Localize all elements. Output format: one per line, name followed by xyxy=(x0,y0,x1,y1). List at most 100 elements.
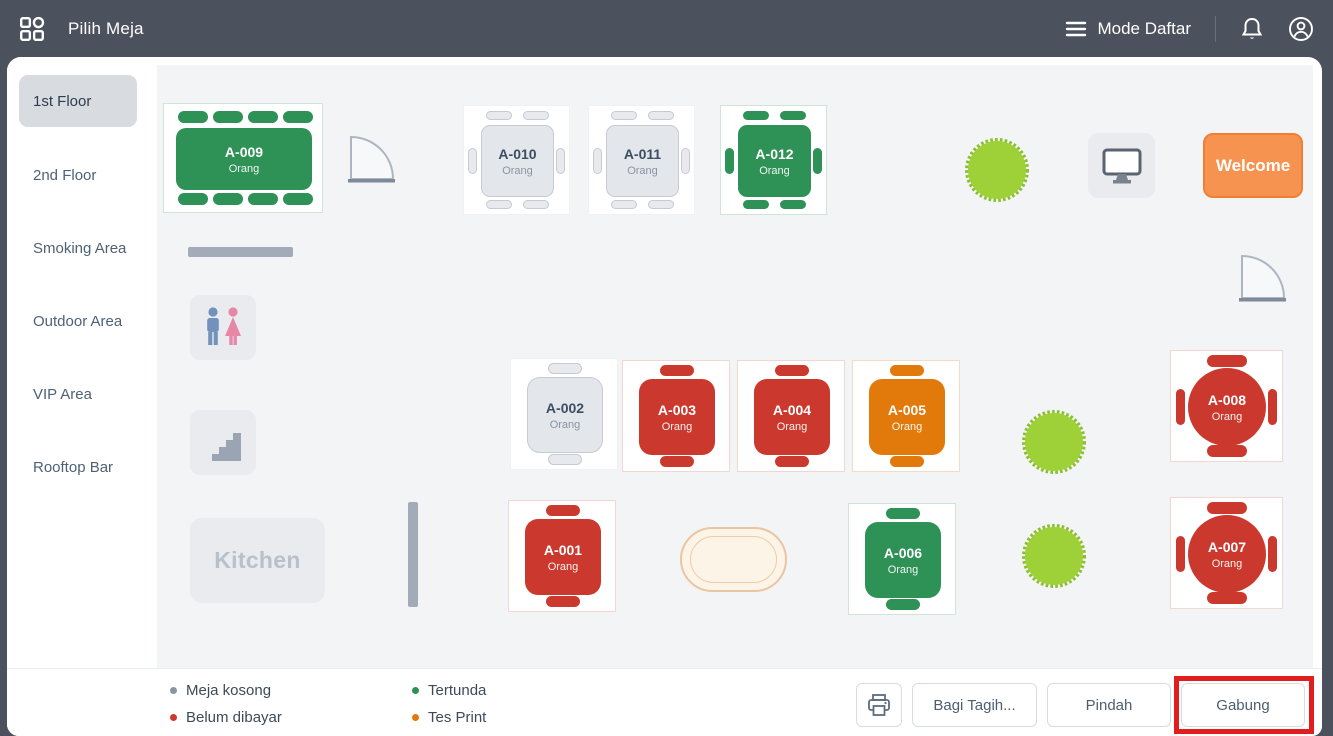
kitchen-label: Kitchen xyxy=(214,547,301,573)
legend-dot-green xyxy=(412,686,419,694)
sidebar-item-vip-area[interactable]: VIP Area xyxy=(33,385,92,403)
table-A-009[interactable]: A-009 Orang xyxy=(163,103,323,213)
sidebar-item-2nd-floor[interactable]: 2nd Floor xyxy=(33,166,97,184)
chair xyxy=(886,599,920,610)
table-sub: Orang xyxy=(891,420,923,433)
legend-item-unpaid: Belum dibayar xyxy=(170,707,282,727)
table-sub: Orang xyxy=(776,420,808,433)
chair xyxy=(611,200,637,209)
print-button[interactable] xyxy=(856,683,902,727)
chair xyxy=(890,365,924,376)
table-id: A-006 xyxy=(883,544,923,561)
chair xyxy=(283,193,313,205)
table-top: A-008 Orang xyxy=(1188,368,1266,446)
chair xyxy=(775,456,809,467)
door-icon xyxy=(1236,252,1288,310)
table-top: A-012 Orang xyxy=(738,125,811,197)
stairs-sign xyxy=(190,410,256,475)
apps-grid-icon[interactable] xyxy=(18,15,46,43)
list-mode-icon xyxy=(1066,21,1087,36)
restroom-sign xyxy=(190,295,256,360)
plant-icon xyxy=(1022,410,1086,479)
legend-label: Meja kosong xyxy=(186,681,272,699)
chair xyxy=(486,200,512,209)
table-sub: Orang xyxy=(627,164,658,177)
table-A-002[interactable]: A-002 Orang xyxy=(510,358,618,470)
chair xyxy=(556,148,565,174)
chair xyxy=(743,200,769,209)
oval-table-decor xyxy=(680,527,787,592)
chair xyxy=(1268,389,1277,425)
table-id: A-005 xyxy=(887,401,927,418)
table-A-004[interactable]: A-004 Orang xyxy=(737,360,845,472)
notifications-bell-icon[interactable] xyxy=(1240,16,1264,42)
legend-label: Belum dibayar xyxy=(186,708,282,726)
plant-icon xyxy=(965,138,1029,207)
table-A-008[interactable]: A-008 Orang xyxy=(1170,350,1283,462)
table-sub: Orang xyxy=(547,560,579,573)
welcome-sign: Welcome xyxy=(1203,133,1303,198)
monitor-icon xyxy=(1102,148,1141,183)
legend-dot-gray xyxy=(170,686,177,694)
chair xyxy=(178,193,208,205)
table-sub: Orang xyxy=(661,420,693,433)
monitor-station xyxy=(1088,133,1155,198)
chair xyxy=(1207,502,1247,514)
table-A-012[interactable]: A-012 Orang xyxy=(720,105,827,215)
merge-table-button[interactable]: Gabung xyxy=(1181,683,1305,727)
wall-segment xyxy=(188,247,293,257)
table-A-011[interactable]: A-011 Orang xyxy=(588,105,695,215)
sidebar-item-1st-floor[interactable]: 1st Floor xyxy=(19,75,137,127)
table-A-005[interactable]: A-005 Orang xyxy=(852,360,960,472)
table-A-006[interactable]: A-006 Orang xyxy=(848,503,956,615)
split-bill-button[interactable]: Bagi Tagih... xyxy=(912,683,1037,727)
sidebar-item-rooftop-bar[interactable]: Rooftop Bar xyxy=(33,458,114,476)
chair xyxy=(1268,536,1277,572)
table-sub: Orang xyxy=(549,418,581,431)
top-bar: Pilih Meja Mode Daftar xyxy=(0,0,1333,57)
table-A-007[interactable]: A-007 Orang xyxy=(1170,497,1283,609)
chair xyxy=(611,111,637,120)
legend-item-test-print: Tes Print xyxy=(412,707,486,727)
chair xyxy=(1207,355,1247,367)
table-id: A-007 xyxy=(1207,538,1247,555)
table-sub: Orang xyxy=(1211,557,1243,570)
table-sub: Orang xyxy=(759,164,790,177)
chair xyxy=(468,148,477,174)
table-A-003[interactable]: A-003 Orang xyxy=(622,360,730,472)
chair xyxy=(743,111,769,120)
legend-dot-orange xyxy=(412,713,419,721)
mode-daftar-button[interactable]: Mode Daftar xyxy=(1065,19,1191,39)
chair xyxy=(178,111,208,123)
chair xyxy=(1207,445,1247,457)
table-A-010[interactable]: A-010 Orang xyxy=(463,105,570,215)
content-panel: 1st Floor 2nd Floor Smoking Area Outdoor… xyxy=(7,57,1322,736)
table-id: A-003 xyxy=(657,401,697,418)
sidebar-item-smoking-area[interactable]: Smoking Area xyxy=(33,239,127,257)
legend-label: Tes Print xyxy=(428,708,487,726)
bottom-action-bar: Meja kosong Belum dibayar Tertunda Tes P… xyxy=(7,668,1322,736)
user-account-icon[interactable] xyxy=(1288,16,1314,42)
wall-segment xyxy=(408,502,418,607)
legend-item-empty: Meja kosong xyxy=(170,680,282,700)
chair xyxy=(213,193,243,205)
chair xyxy=(780,200,806,209)
chair xyxy=(648,200,674,209)
table-top: A-007 Orang xyxy=(1188,515,1266,593)
chair xyxy=(283,111,313,123)
chair xyxy=(660,365,694,376)
table-top: A-001 Orang xyxy=(525,519,601,595)
table-top: A-005 Orang xyxy=(869,379,945,455)
restroom-icon xyxy=(207,306,241,345)
move-table-button[interactable]: Pindah xyxy=(1047,683,1171,727)
sidebar-item-outdoor-area[interactable]: Outdoor Area xyxy=(33,312,123,330)
table-id: A-010 xyxy=(498,145,537,162)
plant-icon xyxy=(1022,524,1086,593)
table-A-001[interactable]: A-001 Orang xyxy=(508,500,616,612)
chair xyxy=(523,111,549,120)
chair xyxy=(1176,536,1185,572)
chair xyxy=(648,111,674,120)
chair xyxy=(213,111,243,123)
table-top: A-006 Orang xyxy=(865,522,941,598)
stairs-icon xyxy=(204,432,241,461)
